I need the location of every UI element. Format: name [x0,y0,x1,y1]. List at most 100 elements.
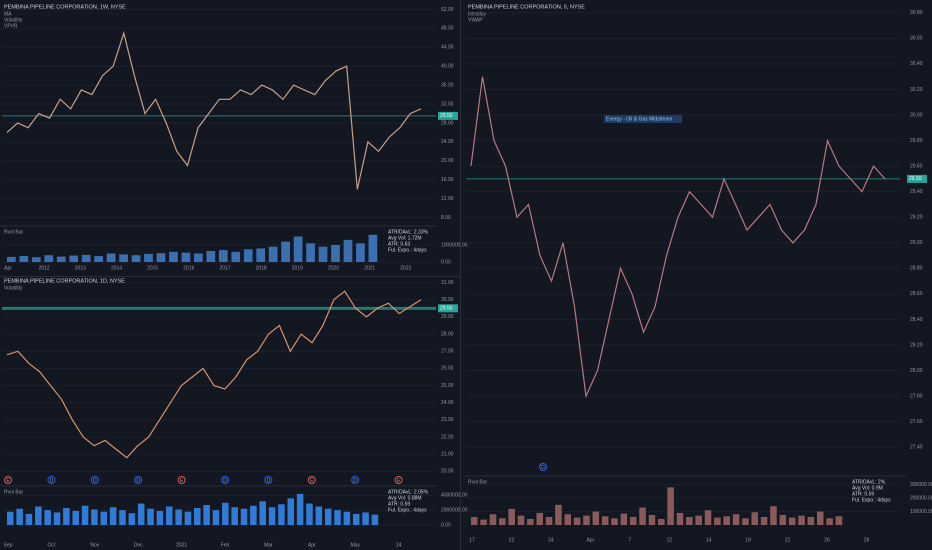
volume-bar [156,510,164,525]
y-tick-label: 21.00 [441,452,454,458]
volume-bar [648,514,656,525]
volume-bar [306,243,315,262]
x-tick-label: Apr [308,542,316,548]
price-tag-label: 29.50 [440,113,453,119]
volume-bar [218,250,228,262]
volume-bar [128,513,136,525]
price-line [6,30,422,190]
volume-bar [69,255,79,262]
volume-bar [658,518,665,525]
volume-bar [165,506,173,525]
y-tick-label: 29.60 [910,163,923,169]
volume-bar [175,509,182,525]
volume-bar [137,503,145,525]
price-tag-label: 29.50 [440,306,453,312]
event-label: D [136,478,140,484]
volume-bar [147,508,154,525]
volume-label: Rvol Bar [4,489,24,495]
annotation: Energy - Oil & Gas Midstream [606,116,672,122]
volume-bar [352,513,360,525]
volume-bar [835,516,843,525]
x-tick-label: 2016 [183,265,194,271]
volume-bar [91,509,98,525]
volume-bar [362,512,369,525]
volume-bar [371,514,379,525]
x-tick-label: 2014 [111,265,122,271]
event-label: D [223,478,227,484]
y-tick-label: 16.00 [441,177,454,183]
volume-bar [306,503,313,525]
y-tick-label: 22.00 [441,434,454,440]
x-tick-label: 24 [548,537,554,543]
y-tick-label: 32.00 [441,101,454,107]
volume-tick-label: 4000000.00 [441,493,468,499]
stat-line: ATR/DAvL: 2.05% [388,489,429,495]
y-tick-label: 28.20 [910,342,923,348]
volume-bar [356,243,365,262]
volume-bar [100,511,108,525]
x-tick-label: 2013 [75,265,86,271]
volume-bar [106,253,116,262]
y-tick-label: 20.00 [441,158,454,164]
volume-bar [119,254,128,262]
price-line [6,290,422,459]
y-tick-label: 27.80 [910,393,923,399]
x-tick-label: 2021 [176,542,187,548]
x-tick-label: 2022 [400,265,411,271]
volume-bar [704,510,712,525]
volume-bar [331,245,340,262]
y-tick-label: 29.00 [910,240,923,246]
volume-bar [44,255,54,262]
volume-bar [779,514,787,525]
volume-bar [31,257,41,262]
x-tick-label: 19 [745,537,751,543]
volume-bar [751,512,759,525]
y-tick-label: 24.00 [441,400,454,406]
volume-bar [798,515,805,525]
volume-bar [7,511,14,525]
x-tick-label: Dec [134,542,143,548]
x-tick-label: 24 [396,542,402,548]
x-tick-label: 2017 [219,265,230,271]
stat-line: ATR: 0.59 [388,501,410,507]
y-tick-label: 8.00 [441,215,451,221]
y-tick-label: 29.00 [441,314,454,320]
y-tick-label: 30.40 [910,61,923,67]
volume-bar [573,517,581,525]
volume-bar [44,510,51,525]
y-tick-label: 27.40 [910,445,923,451]
y-tick-label: 20.00 [441,469,454,475]
volume-bar [268,246,278,262]
volume-bar [676,512,684,525]
y-tick-label: 25.00 [441,383,454,389]
panel-title: PEMBINA PIPELINE CORPORATION, 1W, NYSE [4,4,126,10]
volume-bar [109,507,117,525]
event-label: E [397,478,401,484]
volume-bar [545,516,553,525]
volume-bar [770,506,777,525]
volume-bar [508,508,515,525]
event-marker [4,476,12,484]
y-tick-label: 27.00 [441,349,454,355]
x-tick-label: May [350,542,360,548]
volume-bar [81,505,89,525]
event-marker [264,476,273,484]
event-label: D [353,478,357,484]
volume-label: Rvol Bar [4,229,24,235]
volume-bar [555,504,562,525]
volume-bar [35,506,42,525]
volume-bar [686,516,693,525]
event-label: D [93,478,97,484]
event-label: D [541,465,545,471]
volume-bar [206,250,216,262]
volume-bar [281,241,290,262]
price-line [470,76,886,399]
y-tick-label: 40.00 [441,64,454,70]
volume-bar [629,516,637,525]
volume-tick-label: 2000000.00 [441,508,468,514]
y-tick-label: 27.60 [910,419,923,425]
volume-bar [240,508,248,525]
y-tick-label: 30.60 [910,36,923,42]
x-tick-label: Mar [264,542,273,548]
